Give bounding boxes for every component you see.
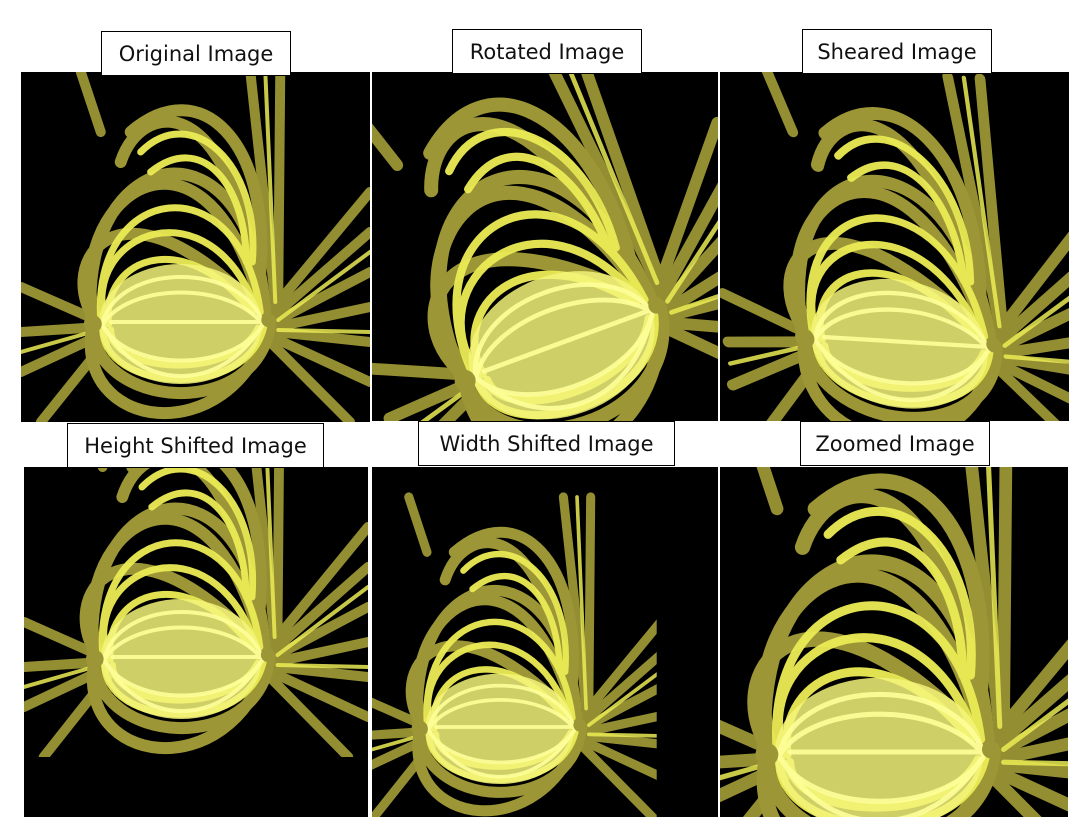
height-shifted-image-label: Height Shifted Image [67, 423, 324, 468]
original-image-panel [21, 72, 370, 422]
height-shifted-image [24, 467, 368, 817]
rotated-image [372, 72, 718, 421]
rotated-image-label: Rotated Image [452, 29, 642, 74]
height-shifted-image-panel [24, 467, 368, 817]
width-shifted-image-panel [372, 467, 718, 817]
rotated-image-panel [372, 72, 718, 421]
zoomed-image [720, 467, 1068, 817]
sheared-image-panel [720, 72, 1069, 421]
original-image-label: Original Image [101, 31, 291, 76]
zoomed-image-label: Zoomed Image [800, 421, 990, 466]
width-shifted-image [372, 467, 718, 817]
zoomed-image-panel [720, 467, 1068, 817]
sheared-image-label: Sheared Image [802, 29, 992, 74]
sheared-image [720, 72, 1069, 421]
width-shifted-image-label: Width Shifted Image [418, 421, 675, 466]
original-image [21, 72, 370, 422]
